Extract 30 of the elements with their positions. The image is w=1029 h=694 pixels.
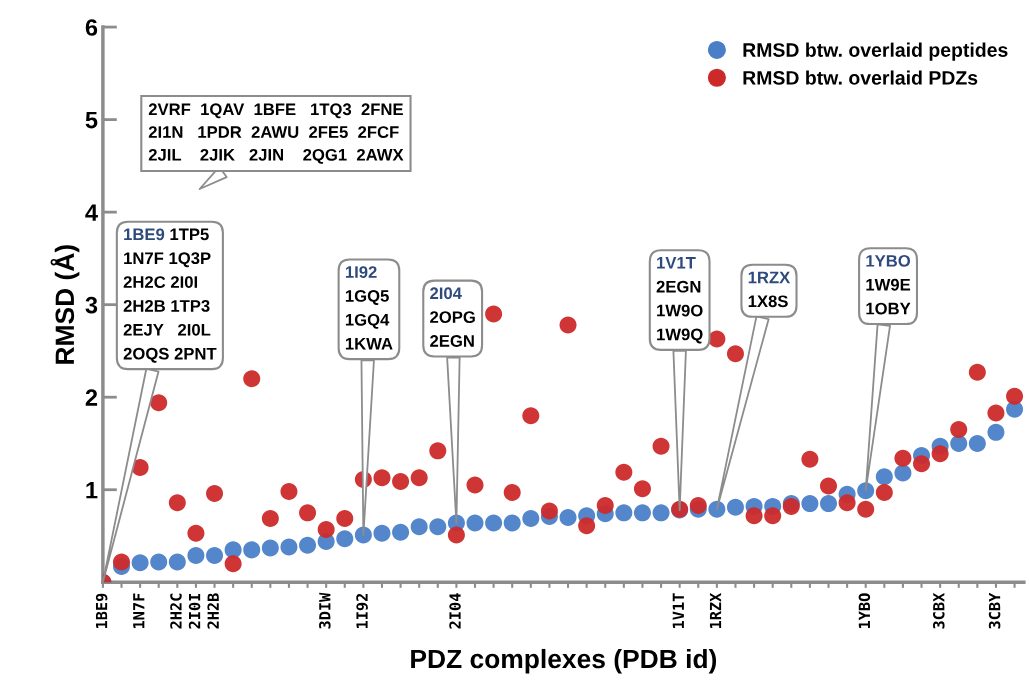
x-tick-label: 2H2B [207,593,219,629]
x-tick-label: 2I0I [188,593,201,629]
y-tick-label: 2 [85,389,98,406]
x-tick-label: 3DIW [319,592,331,629]
annotation: 1BE9 1TP5 1N7F 1Q3P 2H2C 2I0I 2H2B 1TP3 2EJY 2I0L 2OQS 2PNT [123,228,217,363]
annotation: 2I04 2OPG 2EGN [430,287,475,347]
x-tick-label: 1RZX [709,592,722,629]
x-tick-label: 1V1T [672,593,684,629]
annotation: 1I92 1GQ5 1GQ4 1KWA [345,266,393,350]
x-tick-label: 1BE9 [95,593,108,629]
x-tick-label: 3CBX [933,592,945,629]
y-tick-label: 4 [85,204,98,221]
x-tick-label: 2H2C [170,593,182,629]
x-tick-label: 1I92 [356,593,368,629]
x-tick-label: 1N7F [133,593,145,629]
x-tick-label: 3CBY [988,592,1001,629]
y-tick-label: 1 [86,482,98,499]
y-tick-label: 6 [85,19,98,36]
y-tick-label: 5 [85,111,98,129]
annotation: 1YBO 1W9E 1OBY [866,254,911,315]
x-tick-label: 1YBO [858,593,871,629]
y-tick-label: 3 [85,296,98,314]
legend-label: RMSD btw. overlaid PDZs [743,70,978,85]
x-axis-title: PDZ complexes (PDB id) [411,648,717,674]
annotation: 1V1T 2EGN 1W9O 1W9Q [656,257,703,344]
annotation: 2VRF 1QAV 1BFE 1TQ3 2FNE 2I1N 1PDR 2AWU 2FE5 2FCF 2JIL 2JIK 2JIN 2QG1 2AWX [148,103,404,164]
y-axis-title: RMSD (Å) [50,245,80,364]
annotation: 1RZX 1X8S [748,271,791,308]
legend-label: RMSD btw. overlaid peptides [743,42,1008,61]
x-tick-label: 2I04 [449,593,461,629]
